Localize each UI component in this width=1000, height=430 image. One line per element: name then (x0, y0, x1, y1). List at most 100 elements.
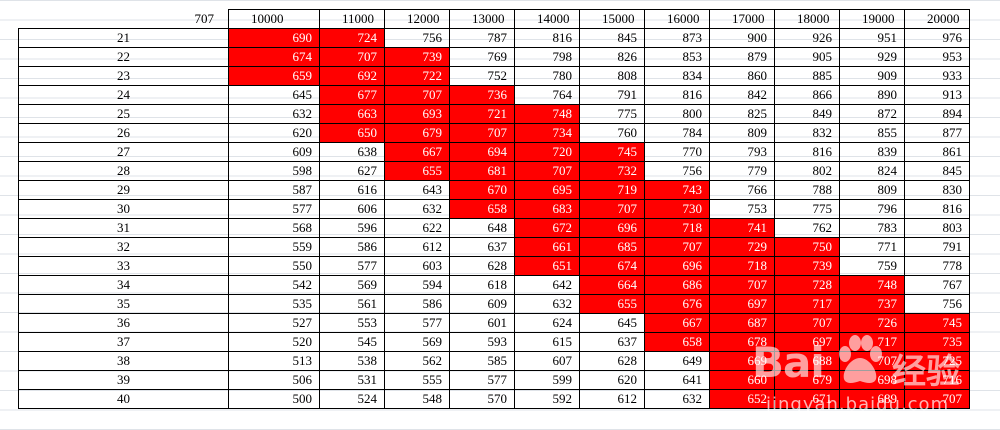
table-cell[interactable]: 696 (579, 218, 645, 238)
table-cell[interactable]: 707 (839, 351, 905, 371)
table-cell[interactable]: 748 (514, 104, 580, 124)
table-cell[interactable]: 707 (774, 313, 840, 333)
table-cell[interactable]: 627 (319, 161, 385, 181)
table-cell[interactable]: 652 (709, 389, 775, 409)
table-cell[interactable]: 929 (839, 47, 905, 67)
table-cell[interactable]: 816 (774, 142, 840, 162)
table-cell[interactable]: 667 (644, 313, 710, 333)
row-header[interactable]: 22 (18, 47, 229, 67)
table-cell[interactable]: 506 (228, 370, 320, 390)
table-cell[interactable]: 933 (904, 66, 970, 86)
table-cell[interactable]: 745 (904, 313, 970, 333)
row-header[interactable]: 30 (18, 199, 229, 219)
table-cell[interactable]: 694 (449, 142, 515, 162)
table-cell[interactable]: 542 (228, 275, 320, 295)
table-cell[interactable]: 637 (579, 332, 645, 352)
corner-cell[interactable]: 707 (18, 9, 229, 29)
table-cell[interactable]: 550 (228, 256, 320, 276)
table-cell[interactable]: 826 (579, 47, 645, 67)
row-header[interactable]: 40 (18, 389, 229, 409)
table-cell[interactable]: 531 (319, 370, 385, 390)
table-cell[interactable]: 798 (514, 47, 580, 67)
table-cell[interactable]: 730 (644, 199, 710, 219)
column-header[interactable]: 12000 (384, 9, 450, 29)
table-cell[interactable]: 741 (709, 218, 775, 238)
table-cell[interactable]: 520 (228, 332, 320, 352)
table-cell[interactable]: 681 (449, 161, 515, 181)
column-header[interactable]: 17000 (709, 9, 775, 29)
table-cell[interactable]: 561 (319, 294, 385, 314)
table-cell[interactable]: 693 (384, 104, 450, 124)
table-cell[interactable]: 808 (579, 66, 645, 86)
table-cell[interactable]: 535 (228, 294, 320, 314)
table-cell[interactable]: 645 (579, 313, 645, 333)
table-cell[interactable]: 670 (449, 180, 515, 200)
table-cell[interactable]: 643 (384, 180, 450, 200)
table-cell[interactable]: 659 (228, 66, 320, 86)
column-header[interactable]: 19000 (839, 9, 905, 29)
table-cell[interactable]: 601 (449, 313, 515, 333)
table-cell[interactable]: 672 (514, 218, 580, 238)
table-cell[interactable]: 649 (644, 351, 710, 371)
table-cell[interactable]: 642 (514, 275, 580, 295)
row-header[interactable]: 38 (18, 351, 229, 371)
table-cell[interactable]: 596 (319, 218, 385, 238)
column-header[interactable]: 11000 (319, 9, 385, 29)
table-cell[interactable]: 877 (904, 123, 970, 143)
table-cell[interactable]: 707 (384, 85, 450, 105)
table-cell[interactable]: 678 (709, 332, 775, 352)
table-cell[interactable]: 655 (579, 294, 645, 314)
row-header[interactable]: 36 (18, 313, 229, 333)
table-cell[interactable]: 834 (644, 66, 710, 86)
table-cell[interactable]: 587 (228, 180, 320, 200)
table-cell[interactable]: 697 (774, 332, 840, 352)
column-header[interactable]: 14000 (514, 9, 580, 29)
table-cell[interactable]: 724 (319, 28, 385, 48)
column-header[interactable]: 13000 (449, 9, 515, 29)
table-cell[interactable]: 692 (319, 66, 385, 86)
table-cell[interactable]: 577 (449, 370, 515, 390)
table-cell[interactable]: 760 (579, 123, 645, 143)
column-header[interactable]: 16000 (644, 9, 710, 29)
table-cell[interactable]: 860 (709, 66, 775, 86)
table-cell[interactable]: 609 (449, 294, 515, 314)
table-cell[interactable]: 779 (709, 161, 775, 181)
table-cell[interactable]: 585 (449, 351, 515, 371)
table-cell[interactable]: 690 (228, 28, 320, 48)
table-cell[interactable]: 553 (319, 313, 385, 333)
table-cell[interactable]: 679 (384, 123, 450, 143)
table-cell[interactable]: 816 (644, 85, 710, 105)
table-cell[interactable]: 679 (774, 370, 840, 390)
table-cell[interactable]: 663 (319, 104, 385, 124)
table-cell[interactable]: 734 (514, 123, 580, 143)
table-cell[interactable]: 586 (384, 294, 450, 314)
table-cell[interactable]: 545 (319, 332, 385, 352)
table-cell[interactable]: 802 (774, 161, 840, 181)
table-cell[interactable]: 759 (839, 256, 905, 276)
table-cell[interactable]: 725 (904, 351, 970, 371)
table-cell[interactable]: 832 (774, 123, 840, 143)
table-cell[interactable]: 845 (579, 28, 645, 48)
table-cell[interactable]: 658 (449, 199, 515, 219)
table-cell[interactable]: 783 (839, 218, 905, 238)
table-cell[interactable]: 524 (319, 389, 385, 409)
table-cell[interactable]: 698 (839, 370, 905, 390)
table-cell[interactable]: 718 (709, 256, 775, 276)
table-cell[interactable]: 861 (904, 142, 970, 162)
table-cell[interactable]: 674 (579, 256, 645, 276)
table-cell[interactable]: 953 (904, 47, 970, 67)
table-cell[interactable]: 645 (228, 85, 320, 105)
table-cell[interactable]: 839 (839, 142, 905, 162)
table-cell[interactable]: 756 (384, 28, 450, 48)
table-cell[interactable]: 620 (579, 370, 645, 390)
table-cell[interactable]: 753 (709, 199, 775, 219)
table-cell[interactable]: 791 (904, 237, 970, 257)
table-cell[interactable]: 756 (644, 161, 710, 181)
table-cell[interactable]: 809 (709, 123, 775, 143)
table-cell[interactable]: 632 (384, 199, 450, 219)
table-cell[interactable]: 803 (904, 218, 970, 238)
table-cell[interactable]: 787 (449, 28, 515, 48)
table-cell[interactable]: 527 (228, 313, 320, 333)
table-cell[interactable]: 872 (839, 104, 905, 124)
table-cell[interactable]: 739 (774, 256, 840, 276)
